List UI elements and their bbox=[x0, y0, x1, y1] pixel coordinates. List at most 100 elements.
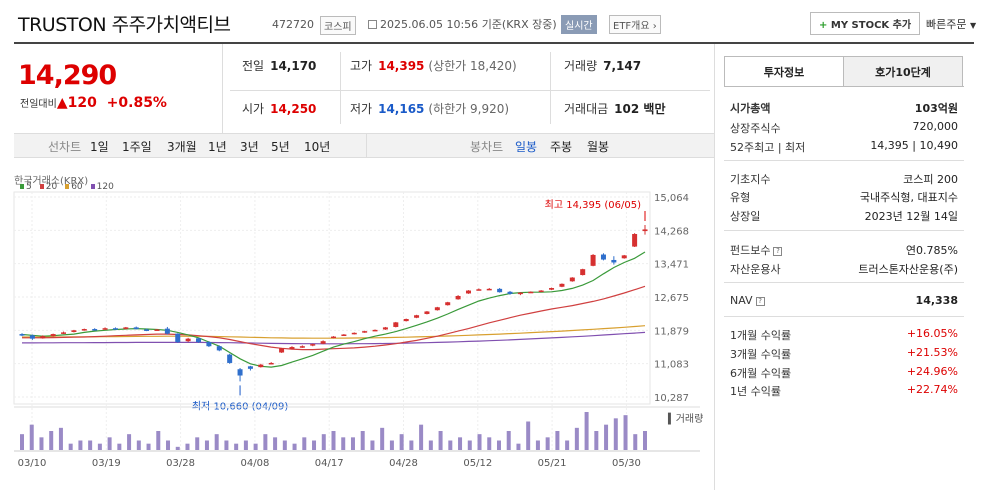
ma-line-120 bbox=[22, 331, 646, 345]
candle-body bbox=[144, 329, 150, 331]
volume-label: ▍거래량 bbox=[667, 412, 703, 425]
divider bbox=[550, 52, 551, 124]
shares-row: 상장주식수 720,000 bbox=[730, 120, 958, 135]
divider bbox=[724, 86, 964, 87]
volume-bar bbox=[565, 440, 570, 450]
volume-bar bbox=[185, 443, 190, 450]
volume-bar bbox=[273, 437, 278, 450]
volume-bar bbox=[555, 431, 560, 450]
x-tick-label: 05/21 bbox=[538, 458, 567, 469]
volume-bar bbox=[574, 427, 579, 450]
volume-bar bbox=[321, 434, 326, 450]
candle-body bbox=[434, 307, 440, 311]
candle-body bbox=[81, 329, 87, 331]
candle-body bbox=[216, 346, 222, 351]
listed-row: 상장일 2023년 12월 14일 bbox=[730, 210, 958, 223]
x-tick-label: 04/28 bbox=[389, 458, 418, 469]
volume-bar bbox=[545, 437, 550, 450]
candle-body bbox=[528, 291, 534, 294]
candle-body bbox=[621, 255, 627, 259]
add-mystock-button[interactable]: + MY STOCK 추가 bbox=[810, 12, 921, 35]
candle-body bbox=[549, 288, 555, 290]
period-button-2[interactable]: 3개월 bbox=[167, 140, 197, 154]
volume-bar bbox=[419, 424, 424, 450]
candle-body bbox=[580, 269, 586, 276]
help-icon[interactable]: ? bbox=[755, 296, 765, 306]
volume-bar bbox=[643, 431, 647, 450]
volume-bar bbox=[302, 437, 307, 450]
week52-row: 52주최고 | 최저 14,395 | 10,490 bbox=[730, 139, 958, 154]
tab-orderbook[interactable]: 호가10단계 bbox=[843, 56, 963, 87]
candle-body bbox=[185, 338, 191, 342]
volume-bar bbox=[526, 421, 531, 450]
legend-item-5: 5 bbox=[20, 182, 32, 192]
help-icon[interactable]: ? bbox=[773, 246, 783, 256]
y-tick-label: 15,064 bbox=[654, 193, 689, 204]
tab-invest-info[interactable]: 투자정보 bbox=[724, 56, 844, 87]
etf-overview-badge[interactable]: ETF개요 › bbox=[609, 15, 661, 34]
candle-body bbox=[600, 254, 606, 260]
current-price: 14,290 bbox=[18, 60, 117, 91]
period-button-4[interactable]: 3년 bbox=[240, 140, 259, 154]
volume-bar bbox=[58, 427, 63, 450]
quick-order-button[interactable]: 빠른주문 ▼ bbox=[926, 18, 977, 31]
realtime-badge[interactable]: 실시간 bbox=[561, 15, 597, 34]
volume-bar bbox=[350, 437, 355, 450]
day-high: 고가 14,395 (상한가 18,420) bbox=[350, 59, 517, 73]
candle-body bbox=[403, 319, 409, 322]
period-button-1[interactable]: 1주일 bbox=[122, 140, 152, 154]
divider bbox=[340, 52, 341, 124]
candle-button-1[interactable]: 주봉 bbox=[550, 140, 573, 154]
candle-body bbox=[123, 327, 129, 329]
return-6m-row: 6개월 수익률 +24.96% bbox=[730, 365, 958, 380]
return-1y-row: 1년 수익률 +22.74% bbox=[730, 383, 958, 398]
volume-bar bbox=[604, 424, 609, 450]
candle-button-0[interactable]: 일봉 bbox=[515, 140, 538, 154]
volume-bar bbox=[516, 443, 521, 450]
period-button-5[interactable]: 5년 bbox=[271, 140, 290, 154]
ma-line-20 bbox=[22, 285, 646, 351]
x-tick-label: 03/19 bbox=[92, 458, 121, 469]
period-button-6[interactable]: 10년 bbox=[304, 140, 331, 154]
chart-source: 한국거래소(KRX) bbox=[14, 176, 89, 187]
candle-body bbox=[71, 330, 77, 332]
volume-bar bbox=[389, 440, 394, 450]
candle-body bbox=[19, 334, 25, 336]
plot-frame bbox=[13, 191, 651, 405]
etf-name: TRUSTON 주주가치액티브 bbox=[18, 14, 231, 36]
volume-bar bbox=[341, 437, 346, 450]
candle-body bbox=[611, 259, 617, 263]
period-button-3[interactable]: 1년 bbox=[208, 140, 227, 154]
candle-chart-label: 봉차트 bbox=[470, 140, 504, 154]
x-tick-label: 05/30 bbox=[612, 458, 641, 469]
line-chart-label: 선차트 bbox=[48, 140, 82, 154]
volume-bar bbox=[496, 440, 501, 450]
quote-datetime: 2025.06.05 10:56 기준(KRX 장중) bbox=[368, 16, 557, 32]
return-1m-row: 1개월 수익률 +16.05% bbox=[730, 327, 958, 342]
candle-body bbox=[268, 362, 274, 365]
etf-code: 472720 bbox=[272, 18, 314, 31]
period-button-0[interactable]: 1일 bbox=[90, 140, 109, 154]
candle-body bbox=[559, 283, 565, 287]
plus-icon: + bbox=[819, 20, 828, 31]
chart-period-bar bbox=[14, 133, 714, 158]
volume-bar bbox=[136, 440, 141, 450]
volume-bar bbox=[535, 440, 540, 450]
volume-bar bbox=[458, 437, 463, 450]
volume-bar bbox=[224, 440, 229, 450]
up-arrow-icon: ▲ bbox=[56, 95, 68, 111]
ma-legend: 5 20 60 120 bbox=[20, 182, 122, 192]
y-tick-label: 10,287 bbox=[654, 393, 689, 404]
divider bbox=[724, 160, 964, 161]
candle-body bbox=[455, 295, 461, 300]
volume-bar bbox=[584, 412, 589, 450]
return-3m-row: 3개월 수익률 +21.53% bbox=[730, 346, 958, 361]
divider bbox=[222, 44, 223, 133]
volume-bar bbox=[360, 431, 365, 450]
candle-body bbox=[632, 234, 638, 247]
y-tick-label: 14,268 bbox=[654, 226, 689, 237]
candle-button-2[interactable]: 월봉 bbox=[587, 140, 610, 154]
volume-bar bbox=[409, 440, 414, 450]
manager-row: 자산운용사 트러스톤자산운용(주) bbox=[730, 263, 958, 276]
